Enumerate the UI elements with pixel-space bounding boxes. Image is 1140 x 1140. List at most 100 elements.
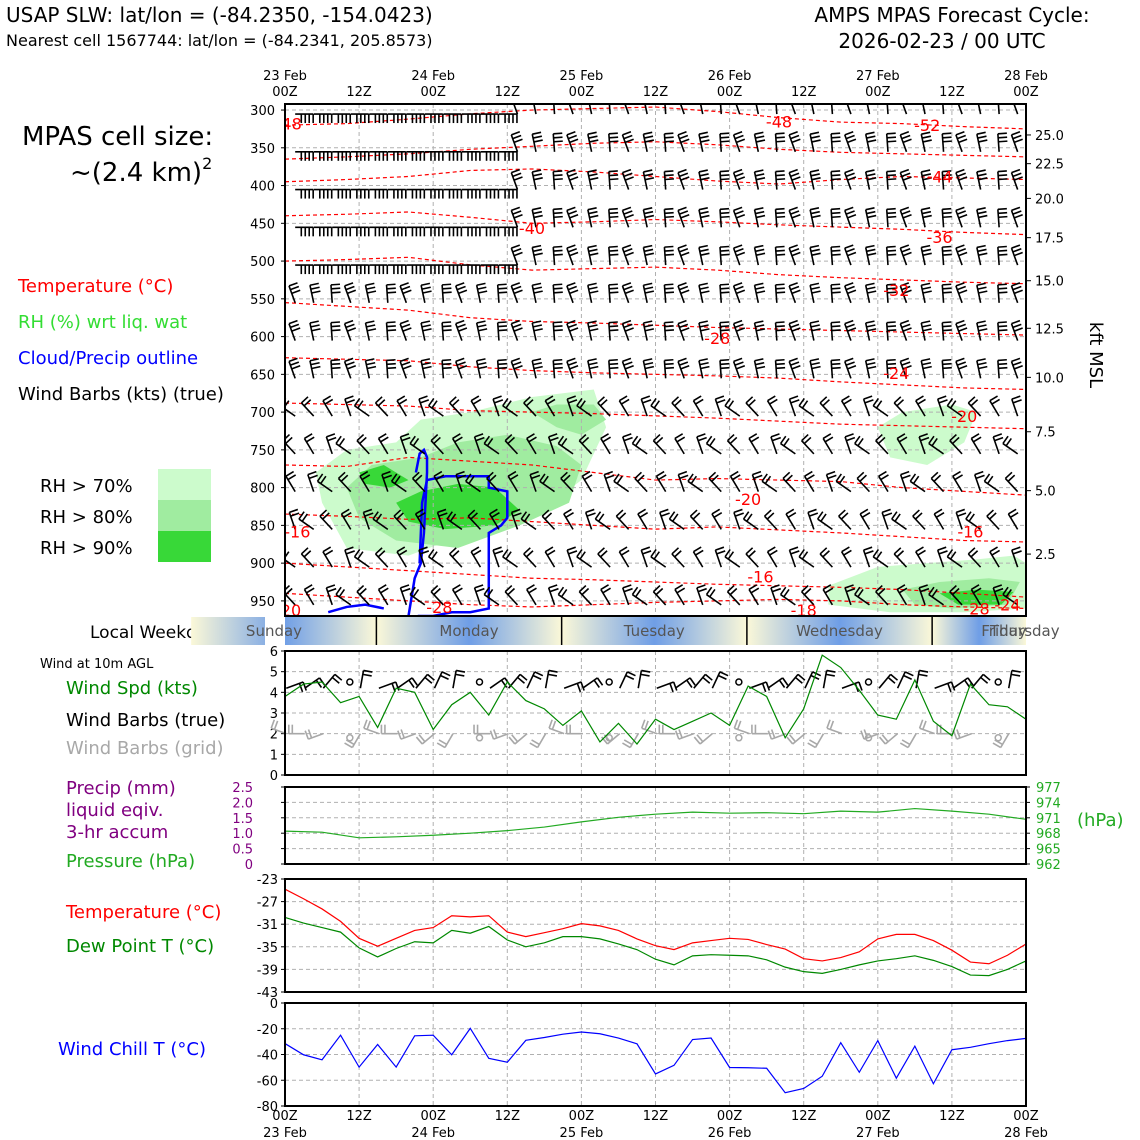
barb-staff	[719, 104, 723, 115]
barb-feather	[699, 324, 709, 328]
barb-feather	[956, 210, 967, 215]
barb-feather	[902, 176, 912, 181]
barb-feather	[845, 94, 853, 97]
wind-barb-grid	[952, 729, 972, 740]
barb-feather	[997, 207, 1007, 211]
barb-feather	[954, 474, 963, 481]
barb-feather	[918, 719, 924, 729]
wind-barb	[552, 358, 563, 379]
barb-feather	[512, 512, 522, 517]
barb-feather	[418, 395, 428, 400]
barb-feather	[733, 206, 743, 212]
barb-staff	[844, 210, 852, 228]
barb-feather	[324, 549, 334, 556]
barb-feather	[831, 170, 841, 173]
barb-feather	[899, 742, 909, 749]
barb-staff	[844, 587, 852, 606]
barb-staff	[933, 513, 945, 530]
barb-feather	[664, 325, 674, 328]
wind-barb	[698, 131, 710, 152]
barb-staff	[809, 134, 815, 152]
barb-staff	[300, 402, 315, 417]
wind-barb	[642, 207, 655, 228]
barb-feather	[928, 586, 935, 596]
barb-staff	[896, 589, 908, 606]
barb-staff	[844, 134, 852, 153]
barb-staff	[330, 322, 334, 341]
barb-staff	[288, 361, 296, 379]
barb-feather	[374, 396, 383, 404]
barb-feather	[330, 321, 341, 324]
wind-barb	[350, 188, 370, 199]
barb-feather	[631, 586, 639, 596]
wind-barb-true	[934, 681, 956, 693]
wind-barb	[663, 245, 675, 266]
wind-barb	[671, 396, 685, 417]
barb-feather	[699, 286, 709, 290]
barb-feather	[674, 399, 682, 407]
barb-feather	[679, 172, 689, 178]
barb-staff	[621, 134, 630, 153]
wind-barb	[362, 508, 374, 530]
barb-staff	[997, 133, 1000, 152]
barb-feather	[901, 210, 911, 215]
barb-feather	[455, 282, 465, 287]
wind-barb	[753, 131, 766, 152]
wind-barb	[316, 473, 333, 493]
wind-barb	[779, 586, 796, 606]
barb-staff	[668, 518, 685, 531]
wind-barb	[353, 548, 370, 568]
barb-feather	[955, 206, 965, 212]
barb-feather	[778, 679, 786, 688]
wind-barb	[644, 104, 650, 115]
wind-barb	[822, 433, 834, 455]
barb-staff	[885, 247, 889, 266]
barb-feather	[409, 586, 416, 596]
wind-barb	[663, 283, 675, 303]
barb-staff	[664, 104, 667, 115]
barb-staff	[587, 209, 593, 228]
barb-feather	[826, 470, 836, 476]
barb-staff	[343, 285, 352, 304]
barb-staff	[467, 515, 482, 530]
barb-staff	[631, 442, 648, 455]
barb-feather	[578, 585, 587, 593]
wind-barb	[822, 584, 834, 606]
barb-staff	[864, 360, 871, 379]
barb-feather	[748, 584, 758, 591]
wind-barb	[922, 104, 928, 115]
barb-feather	[609, 362, 619, 366]
wind-barb	[369, 226, 389, 237]
wind-barb	[642, 244, 655, 266]
barb-feather	[811, 177, 821, 181]
wind-barb-grid	[548, 719, 565, 735]
barb-staff	[335, 593, 352, 606]
barb-feather	[442, 366, 452, 370]
weekday-band	[746, 617, 933, 645]
pressure-axis: 3003504004505005506006507007508008509009…	[250, 104, 285, 610]
barb-staff	[566, 361, 574, 379]
barb-staff	[454, 361, 463, 379]
barb-feather	[344, 395, 354, 400]
barb-staff	[642, 134, 648, 152]
barb-feather	[893, 547, 902, 555]
barb-staff	[507, 673, 521, 689]
wind-barb-grid	[878, 733, 899, 745]
wind-barb	[844, 206, 857, 228]
barb-feather	[824, 436, 834, 443]
wind-barb	[941, 321, 952, 341]
wind-barb	[949, 433, 963, 455]
wind-barb	[885, 132, 897, 152]
wind-barb	[332, 264, 352, 275]
barb-feather	[715, 395, 725, 400]
barb-feather	[623, 210, 633, 215]
wind-barb	[753, 282, 766, 303]
barb-feather	[587, 320, 597, 324]
barb-feather	[875, 433, 883, 442]
wind-barb	[763, 509, 778, 530]
wind-barb	[642, 358, 655, 379]
wind-barb	[774, 207, 786, 228]
barb-feather	[720, 362, 730, 366]
barb-feather	[942, 287, 952, 290]
barb-feather	[1011, 206, 1021, 212]
